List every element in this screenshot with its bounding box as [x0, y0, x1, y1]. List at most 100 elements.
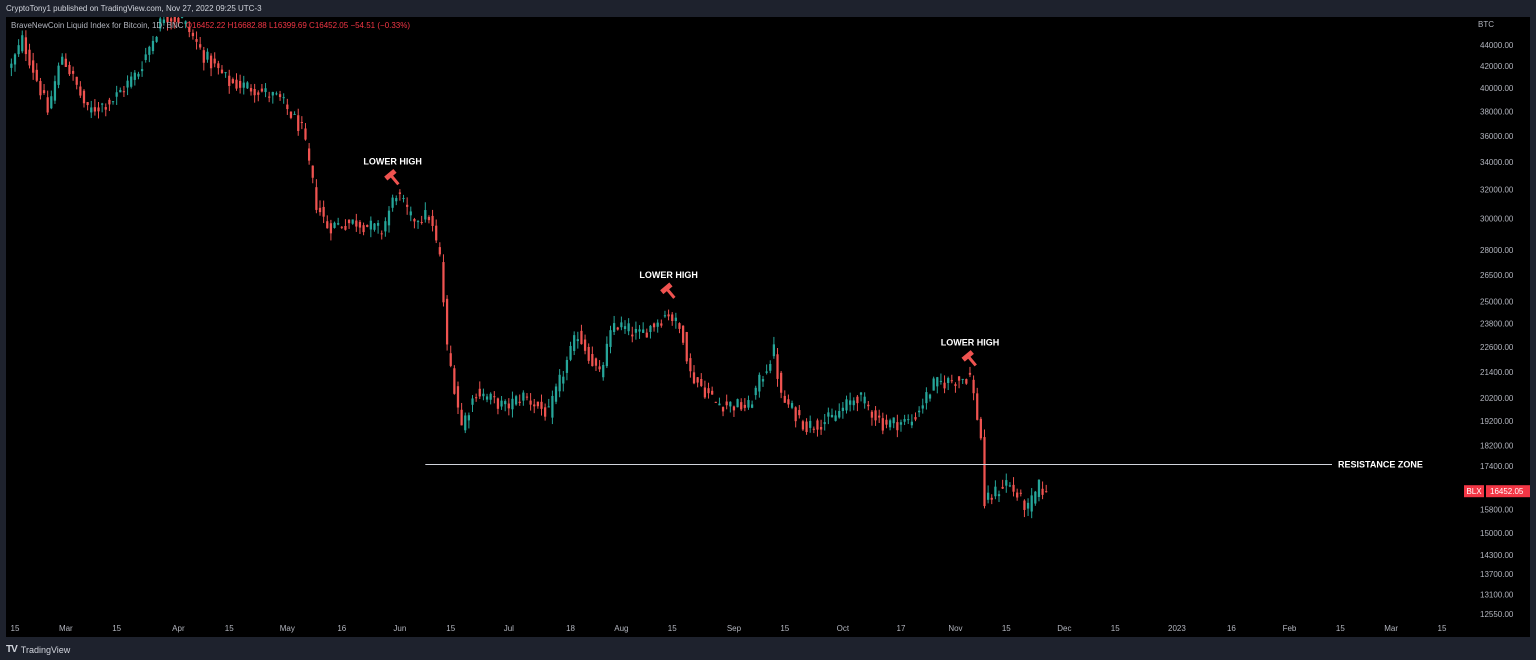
candle: [406, 197, 409, 215]
candle-body: [260, 88, 264, 92]
candle-body: [1030, 495, 1033, 512]
candle: [53, 75, 57, 104]
candle-body: [816, 420, 819, 430]
candle-body: [794, 407, 797, 422]
candle: [780, 370, 783, 399]
time-tick-label: 17: [897, 624, 906, 633]
candle-body: [573, 335, 576, 351]
candle: [380, 230, 383, 240]
candle: [82, 89, 86, 108]
candle-body: [500, 400, 503, 407]
candle: [504, 399, 507, 412]
candle: [562, 370, 565, 392]
candle: [787, 394, 790, 408]
candle: [75, 76, 78, 90]
candle-body: [387, 210, 391, 226]
footer-brand[interactable]: TradingView: [20, 644, 71, 655]
candle-body: [750, 404, 754, 408]
candle: [482, 388, 485, 401]
candle: [282, 93, 285, 104]
candle-body: [122, 91, 126, 93]
candle-body: [602, 365, 605, 378]
candle: [747, 395, 750, 410]
candle-body: [64, 58, 67, 67]
candle: [830, 408, 834, 418]
candle: [783, 390, 786, 403]
candle: [416, 219, 420, 229]
candle: [925, 387, 928, 410]
price-tick-label: 15000.00: [1480, 529, 1514, 538]
time-tick-label: 15: [225, 624, 234, 633]
time-tick-label: Mar: [1384, 624, 1398, 633]
candle-body: [68, 64, 71, 75]
candle: [707, 382, 710, 399]
candle-body: [289, 111, 293, 118]
candle-body: [166, 17, 169, 23]
candle-body: [416, 221, 420, 223]
candle: [990, 494, 993, 505]
candle-body: [547, 406, 550, 408]
candles-layer: [10, 17, 1048, 519]
candle: [1030, 488, 1033, 519]
candle: [213, 52, 216, 68]
time-tick-label: 15: [780, 624, 789, 633]
candle: [253, 83, 256, 103]
candle-body: [649, 325, 652, 332]
candle-body: [376, 223, 380, 226]
candle-body: [841, 407, 845, 412]
price-tick-label: 25000.00: [1480, 297, 1514, 306]
candle-body: [1041, 488, 1044, 495]
candle-body: [747, 400, 750, 408]
time-tick-label: 15: [1002, 624, 1011, 633]
candle-body: [347, 219, 351, 224]
candle-body: [159, 18, 162, 29]
candle: [649, 324, 652, 339]
candle: [703, 380, 707, 399]
candle-body: [228, 75, 231, 86]
candle-body: [456, 386, 460, 408]
candle: [856, 394, 859, 412]
chart-area[interactable]: RESISTANCE ZONE LOWER HIGH LOWER HIGH LOWE…: [6, 17, 1530, 637]
resistance-layer: RESISTANCE ZONE: [425, 459, 1423, 469]
candle: [238, 74, 242, 94]
candle: [228, 69, 231, 94]
hammer-icon: [384, 168, 400, 186]
candle: [609, 325, 612, 354]
candle: [1012, 477, 1015, 497]
candle: [485, 393, 489, 403]
candle: [467, 412, 471, 429]
candle-body: [518, 401, 521, 403]
candle-body: [28, 49, 31, 66]
candle-body: [50, 96, 53, 109]
candle: [260, 83, 264, 93]
candle: [928, 393, 932, 402]
candle: [329, 219, 333, 241]
candle-body: [485, 396, 489, 400]
candle-body: [583, 339, 587, 351]
candle-body: [823, 422, 826, 425]
candle-body: [758, 374, 761, 392]
candle-body: [932, 378, 935, 391]
candle-body: [689, 358, 692, 372]
candle: [366, 224, 369, 228]
candle-body: [104, 107, 107, 110]
candle-body: [696, 377, 699, 383]
candle-body: [957, 376, 961, 381]
candle: [307, 143, 311, 165]
candle: [24, 30, 28, 62]
candle-body: [17, 45, 20, 55]
candle: [137, 71, 140, 80]
candle-body: [199, 44, 202, 48]
candle-body: [707, 388, 710, 394]
hammer-handle: [967, 356, 977, 367]
candle: [587, 343, 590, 364]
time-tick-label: Apr: [172, 624, 185, 633]
candle-body: [90, 107, 93, 113]
candle-body: [743, 404, 746, 408]
candle-body: [678, 323, 681, 329]
candle-body: [220, 69, 224, 74]
candle-body: [275, 93, 278, 95]
candle-body: [489, 393, 492, 400]
time-tick-label: 15: [11, 624, 20, 633]
